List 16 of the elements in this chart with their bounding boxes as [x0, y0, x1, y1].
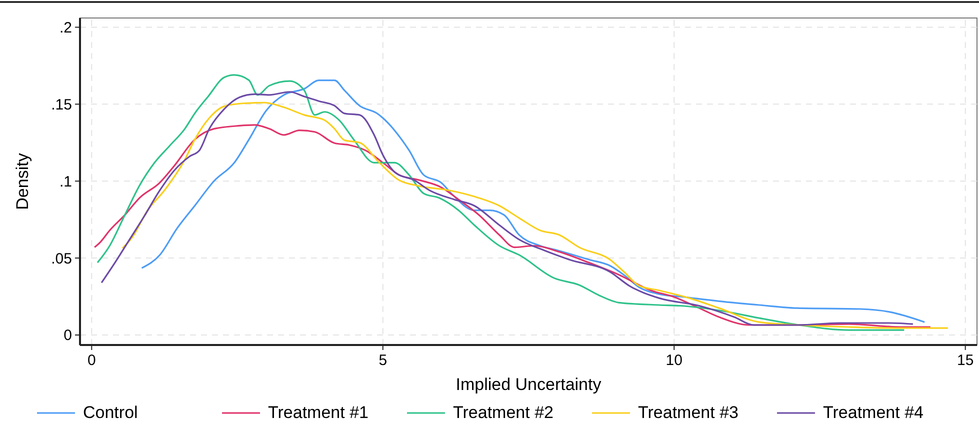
- y-tick-label: .1: [59, 173, 72, 190]
- x-tick-label: 10: [666, 352, 682, 369]
- legend-label: Control: [83, 403, 138, 422]
- y-axis-title: Density: [13, 152, 32, 210]
- x-tick-label: 5: [378, 352, 388, 369]
- x-tick-label: 0: [87, 352, 96, 369]
- legend-label: Treatment #4: [823, 403, 924, 422]
- y-tick-label: .05: [51, 250, 72, 268]
- x-tick-label: 15: [957, 352, 974, 369]
- legend-label: Treatment #3: [638, 403, 738, 422]
- y-tick-label: .2: [59, 19, 72, 36]
- legend-label: Treatment #2: [453, 403, 554, 422]
- x-axis-title: Implied Uncertainty: [456, 375, 602, 394]
- legend-label: Treatment #1: [268, 403, 368, 422]
- y-tick-label: .15: [51, 96, 72, 114]
- y-tick-label: 0: [64, 327, 72, 344]
